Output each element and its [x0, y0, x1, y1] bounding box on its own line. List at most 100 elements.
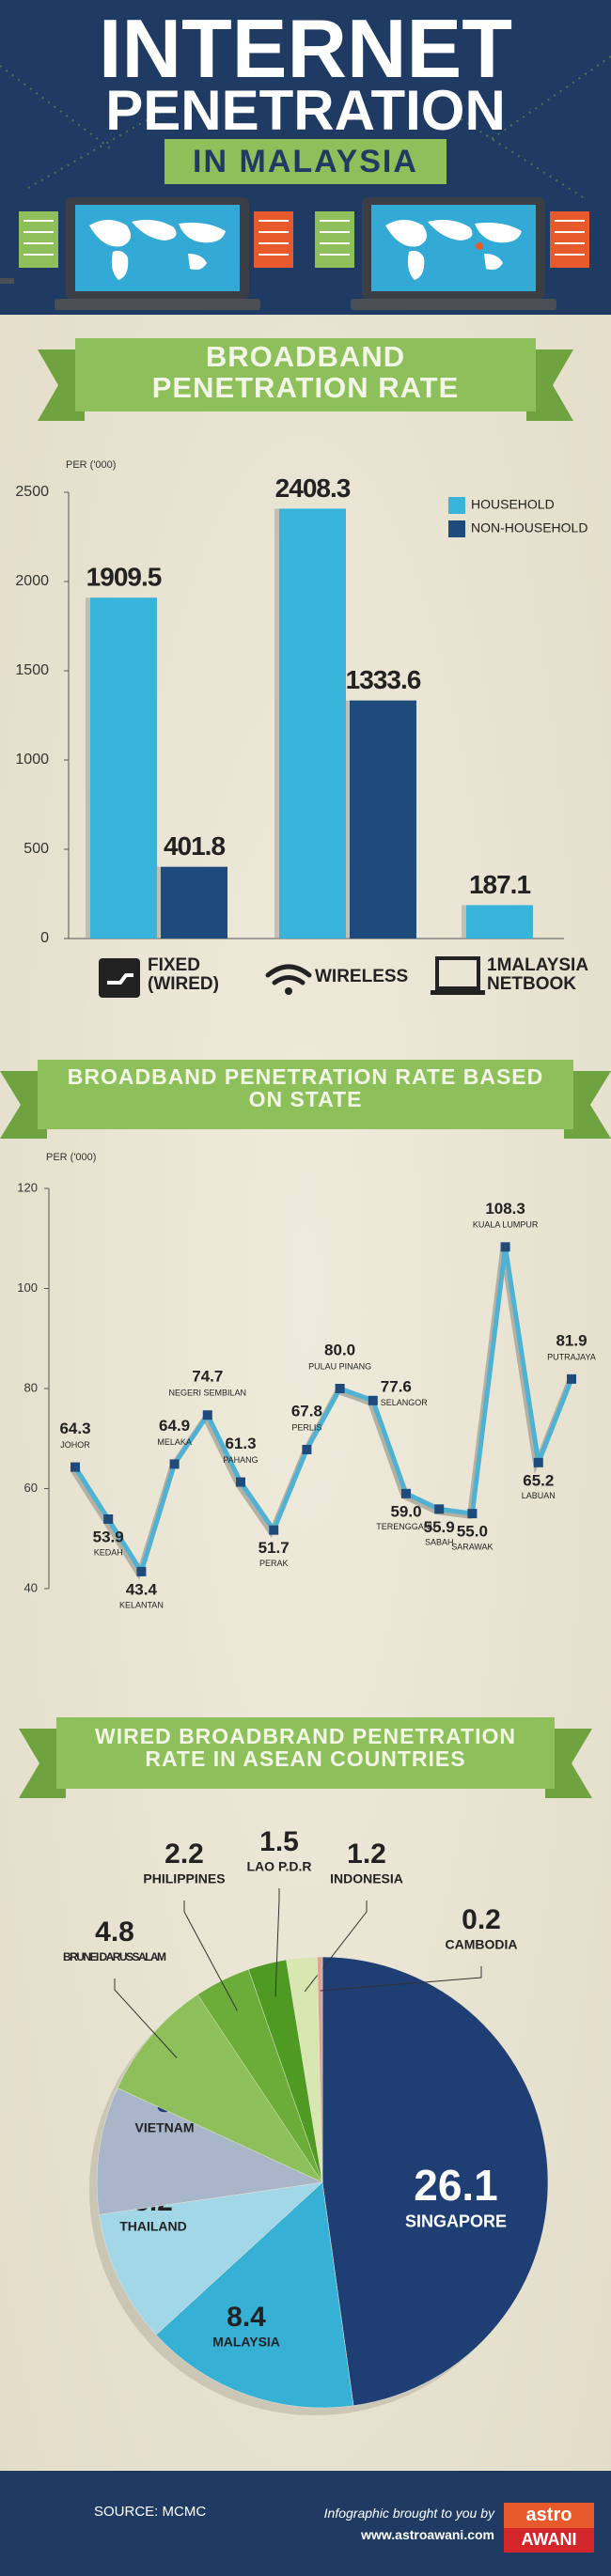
pie-chart: 26.1SINGAPORE8.4MALAYSIA5.2THAILAND5VIET…	[63, 1826, 549, 2415]
pie-slice	[155, 2181, 354, 2409]
data-label: 4.8	[95, 1916, 134, 1948]
data-label: 2.2	[164, 1839, 204, 1870]
marker	[70, 1462, 80, 1472]
slice-label: BRUNEI DARUSSALAM	[63, 1950, 166, 1963]
data-label: 65.2	[523, 1471, 554, 1489]
leader-line	[274, 1888, 280, 1997]
legend-label: HOUSEHOLD	[471, 497, 555, 512]
marker	[368, 1395, 378, 1405]
y-axis-label: PER ('000)	[46, 1152, 96, 1163]
y-tick-label: 0	[40, 930, 49, 946]
marker	[401, 1488, 411, 1498]
legend-swatch	[448, 520, 465, 537]
data-label: 59.0	[390, 1502, 421, 1520]
chart-title: WIRED BROADBRAND PENETRATION RATE IN ASE…	[95, 1724, 516, 1772]
point-label: TERENGGANU	[376, 1522, 436, 1531]
data-label: 51.7	[258, 1539, 290, 1557]
footer-source: SOURCE: MCMC	[94, 2504, 207, 2520]
y-tick-label: 60	[24, 1481, 38, 1495]
chart-title: BROADBAND PENETRATION RATE	[151, 340, 460, 404]
point-label: NEGERI SEMBILAN	[169, 1389, 247, 1398]
marker	[136, 1566, 147, 1576]
footer-logo-2: AWANI	[521, 2530, 577, 2549]
header-art	[0, 0, 611, 315]
slice-label: VIETNAM	[135, 2120, 195, 2135]
pie-slice	[117, 1994, 323, 2183]
marker	[236, 1477, 245, 1487]
marker	[533, 1457, 543, 1467]
point-label: KELANTAN	[119, 1600, 164, 1609]
y-tick-label: 80	[24, 1380, 38, 1394]
data-label: 26.1	[414, 2161, 498, 2210]
marker	[335, 1384, 345, 1393]
pie-slice	[99, 2181, 323, 2335]
footer-url: www.astroawani.com	[361, 2527, 494, 2542]
bar	[90, 597, 157, 939]
point-label: KEDAH	[94, 1547, 123, 1557]
header-title-1: INTERNET	[99, 2, 512, 95]
marker	[269, 1525, 279, 1535]
x-tick-label: FIXED (WIRED)	[148, 955, 219, 994]
data-label: 2408.3	[275, 473, 351, 503]
slice-label: CAMBODIA	[446, 1937, 518, 1952]
point-label: LABUAN	[522, 1491, 556, 1500]
leader-line	[114, 1979, 178, 2058]
data-label: 55.9	[424, 1518, 455, 1536]
y-tick-label: 120	[17, 1180, 38, 1194]
slice-label: MALAYSIA	[212, 2335, 280, 2350]
header-subtitle: IN MALAYSIA	[193, 144, 418, 179]
marker	[202, 1410, 212, 1420]
laptop-right	[315, 197, 589, 310]
bar	[161, 866, 227, 939]
slice-label: SINGAPORE	[405, 2211, 507, 2230]
chart-title: BROADBAND PENETRATION RATE BASED ON STAT…	[67, 1064, 544, 1112]
bar-shadow	[274, 508, 279, 939]
marker	[467, 1509, 478, 1519]
point-label: MELAKA	[157, 1437, 192, 1447]
data-label: 1909.5	[86, 563, 162, 592]
bar	[466, 905, 533, 939]
point-label: JOHOR	[60, 1440, 90, 1450]
category-icons	[99, 956, 485, 998]
slice-label: THAILAND	[119, 2219, 187, 2234]
data-label: 1.5	[259, 1826, 299, 1857]
data-label: 64.9	[159, 1417, 190, 1435]
leader-line	[320, 1966, 482, 1992]
legend-swatch	[448, 497, 465, 514]
bar-shadow	[462, 905, 466, 939]
data-label: 43.4	[126, 1580, 158, 1598]
y-axis-label: PER ('000)	[66, 459, 116, 471]
bar-shadow	[156, 866, 161, 939]
bar	[350, 700, 416, 939]
data-label: 0.2	[462, 1904, 501, 1935]
slice-label: INDONESIA	[330, 1871, 403, 1886]
slice-label: PHILIPPINES	[143, 1871, 225, 1886]
marker	[169, 1459, 180, 1469]
legend-label: NON-HOUSEHOLD	[471, 520, 588, 535]
data-label: 8.4	[227, 2302, 266, 2333]
data-label: 53.9	[93, 1528, 124, 1545]
ribbon-1	[38, 338, 573, 421]
y-tick-label: 40	[24, 1580, 38, 1594]
slice-label: LAO P.D.R	[247, 1859, 312, 1874]
footer-bg	[0, 2471, 611, 2576]
pie-slice	[96, 2087, 323, 2215]
marker	[567, 1373, 576, 1384]
data-label: 1.2	[347, 1839, 386, 1870]
point-label: PUTRAJAYA	[547, 1352, 596, 1361]
data-label: 55.0	[457, 1523, 488, 1541]
leader-line	[183, 1901, 238, 2011]
marker	[302, 1444, 312, 1454]
point-label: KUALA LUMPUR	[473, 1220, 539, 1230]
footer-logo-1: astro	[525, 2505, 572, 2525]
pie-slice	[321, 1956, 549, 2407]
header-title-2: PENETRATION	[105, 79, 506, 142]
y-tick-label: 1500	[15, 662, 49, 678]
bar-shadow	[345, 700, 350, 939]
line-chart: PER ('000) 40 60 80 100 120 64.3 JOHOR 53.9 KEDAH…	[17, 1152, 596, 1609]
pie-slice	[317, 1956, 323, 2183]
data-label: 401.8	[164, 831, 225, 861]
point-label: SARAWAK	[451, 1543, 493, 1552]
